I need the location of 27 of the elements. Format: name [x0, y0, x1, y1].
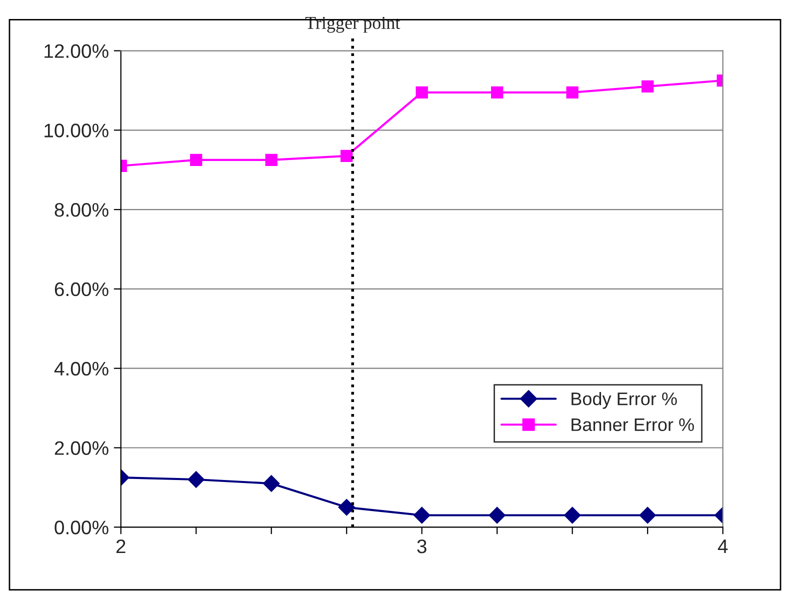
- point: [416, 86, 428, 99]
- y-tick-label: 10.00%: [44, 124, 108, 138]
- x-tick-label: 4: [718, 540, 728, 554]
- x-tick-label: 2: [116, 539, 126, 554]
- x-tick-label: 3: [417, 539, 426, 554]
- point: [491, 86, 504, 99]
- point: [639, 506, 656, 524]
- y-tick-label: 8.00%: [54, 203, 108, 217]
- y-tick-label: 12.00%: [44, 44, 108, 58]
- ref-line-label: Trigger point: [305, 16, 400, 33]
- legend-label: Banner Error %: [572, 418, 694, 432]
- point: [566, 86, 578, 99]
- y-tick-label: 4.00%: [54, 362, 108, 376]
- point: [265, 154, 278, 166]
- y-tick-label: 0.00%: [54, 520, 108, 534]
- point: [488, 506, 506, 524]
- legend-label: Body Error %: [572, 392, 677, 409]
- point: [262, 475, 280, 492]
- point: [340, 150, 353, 162]
- y-tick-label: 2.00%: [54, 441, 108, 455]
- point: [338, 498, 355, 516]
- point: [564, 506, 581, 524]
- point: [413, 506, 430, 524]
- point: [190, 154, 202, 166]
- point: [642, 80, 654, 93]
- y-tick-label: 6.00%: [54, 282, 108, 296]
- point: [188, 471, 204, 488]
